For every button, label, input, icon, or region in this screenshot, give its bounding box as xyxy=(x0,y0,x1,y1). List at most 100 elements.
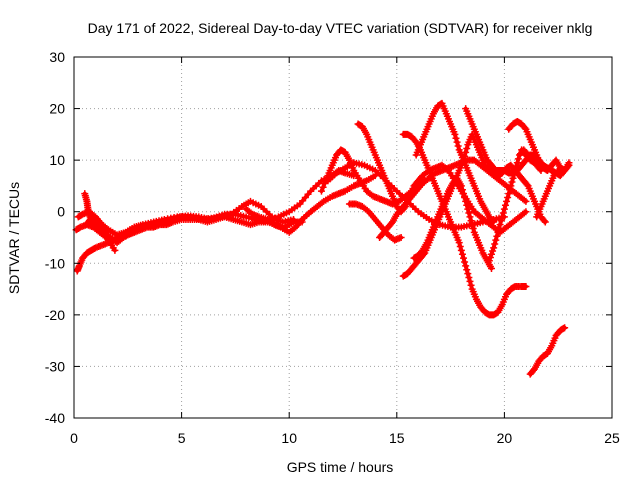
data-point xyxy=(493,232,501,240)
data-point xyxy=(540,217,548,225)
axes: 0 5 10 15 20 25 30 20 10 0 -10 -20 -30 -40 xyxy=(45,49,620,446)
data-point xyxy=(498,213,506,221)
data-point xyxy=(497,217,505,225)
data-point xyxy=(561,324,569,332)
data-point xyxy=(461,258,469,266)
data-point xyxy=(522,197,530,205)
x-tick-label: 10 xyxy=(281,430,297,446)
data-point xyxy=(495,224,503,232)
y-tick-label: 30 xyxy=(49,49,65,65)
data-point xyxy=(512,163,520,171)
data-point xyxy=(496,221,504,229)
data-point xyxy=(463,266,471,274)
y-tick-label: 20 xyxy=(49,101,65,117)
data-point xyxy=(511,166,519,174)
data-point xyxy=(501,201,509,209)
data-point xyxy=(464,205,472,213)
data-point xyxy=(503,197,511,205)
series-arc-15 xyxy=(412,99,498,226)
data-point xyxy=(490,244,498,252)
data-point xyxy=(522,282,530,290)
y-tick-label: 10 xyxy=(49,152,65,168)
data-point xyxy=(464,270,472,278)
data-point xyxy=(521,124,529,132)
x-axis-label: GPS time / hours xyxy=(287,459,394,475)
data-point xyxy=(487,264,495,272)
data-point xyxy=(487,250,495,258)
data-point xyxy=(565,159,573,167)
data-point xyxy=(458,250,466,258)
data-point xyxy=(508,178,516,186)
data-point xyxy=(514,155,522,163)
data-point xyxy=(485,257,493,265)
data-point xyxy=(522,208,530,216)
data-point xyxy=(457,246,465,254)
data-point xyxy=(467,217,475,225)
data-point xyxy=(467,281,475,289)
x-tick-label: 0 xyxy=(70,430,78,446)
series-arc-14 xyxy=(410,174,495,272)
data-point xyxy=(452,134,460,142)
data-point xyxy=(489,247,497,255)
data-point xyxy=(461,194,469,202)
data-point xyxy=(513,159,521,167)
data-point xyxy=(466,277,474,285)
series-arc-19 xyxy=(518,146,573,174)
data-point xyxy=(456,243,464,251)
data-point xyxy=(111,246,119,254)
x-tick-label: 5 xyxy=(178,430,186,446)
data-point xyxy=(494,228,502,236)
data-point xyxy=(489,217,497,225)
series-arc-5 xyxy=(83,215,119,254)
series-arc-20 xyxy=(533,166,567,221)
y-tick-label: -40 xyxy=(45,410,65,426)
data-point xyxy=(505,190,513,198)
data-point xyxy=(319,183,327,191)
data-point xyxy=(465,209,473,217)
data-point xyxy=(317,187,325,195)
data-point xyxy=(491,240,499,248)
data-point xyxy=(458,186,466,194)
data-point xyxy=(510,170,518,178)
data-point xyxy=(492,236,500,244)
data-point xyxy=(541,218,549,226)
data-point xyxy=(559,166,567,174)
data-layer xyxy=(72,99,573,378)
data-point xyxy=(460,254,468,262)
data-point xyxy=(462,262,470,270)
data-point xyxy=(499,209,507,217)
x-tick-label: 25 xyxy=(604,430,620,446)
y-tick-label: 0 xyxy=(57,204,65,220)
y-tick-label: -30 xyxy=(45,358,65,374)
data-point xyxy=(457,182,465,190)
plot-frame xyxy=(73,56,613,419)
chart-title: Day 171 of 2022, Sidereal Day-to-day VTE… xyxy=(88,20,593,36)
data-point xyxy=(451,130,459,138)
data-point xyxy=(469,224,477,232)
grid-lines xyxy=(74,57,612,418)
data-point xyxy=(500,205,508,213)
y-axis-label: SDTVAR / TECUs xyxy=(6,182,22,294)
data-point xyxy=(486,253,494,261)
data-point xyxy=(462,197,470,205)
data-point xyxy=(454,142,462,150)
series-arc-16 xyxy=(462,105,551,177)
x-tick-label: 20 xyxy=(497,430,513,446)
series-arc-21 xyxy=(526,324,569,378)
y-tick-label: -10 xyxy=(45,255,65,271)
data-point xyxy=(468,221,476,229)
data-point xyxy=(506,186,514,194)
data-point xyxy=(463,201,471,209)
data-point xyxy=(466,213,474,221)
data-point xyxy=(523,181,531,189)
data-point xyxy=(490,218,498,226)
data-point xyxy=(463,145,471,153)
data-point xyxy=(397,234,405,241)
data-point xyxy=(507,182,515,190)
data-point xyxy=(460,190,468,198)
y-tick-label: -20 xyxy=(45,307,65,323)
x-tick-label: 15 xyxy=(389,430,405,446)
data-point xyxy=(455,239,463,247)
